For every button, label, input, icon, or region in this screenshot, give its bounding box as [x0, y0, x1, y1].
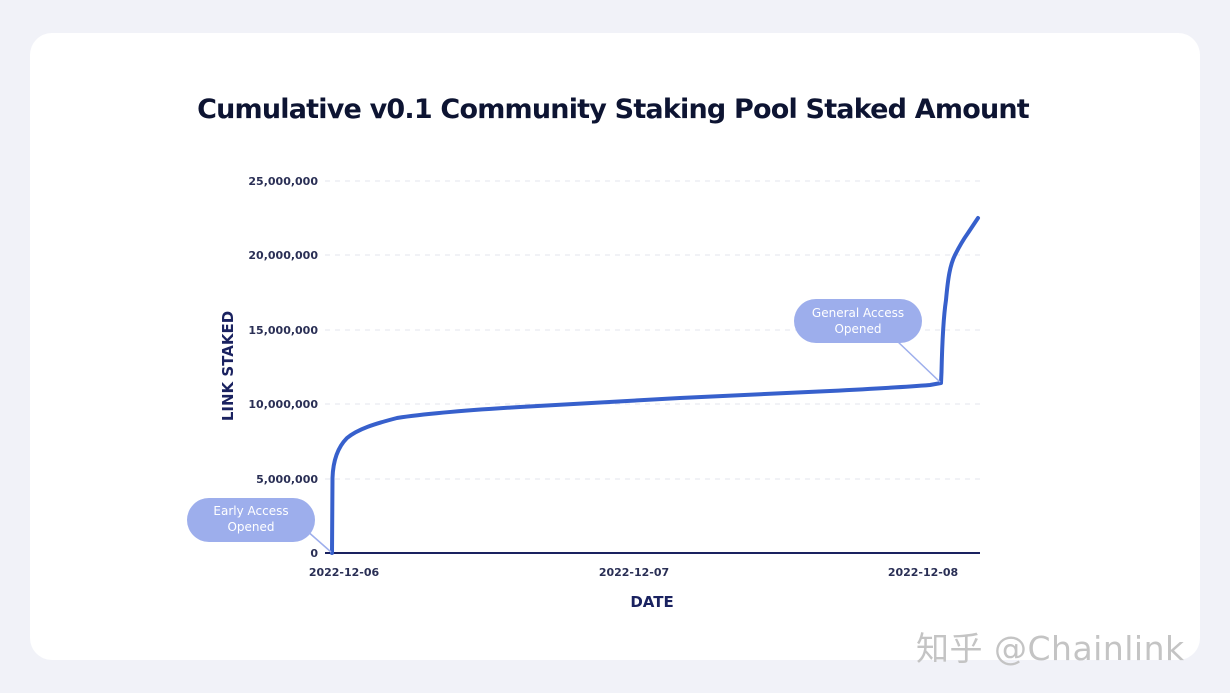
annotation-text-line2: Opened — [227, 520, 274, 534]
annotation-early-access: Early Access Opened — [187, 498, 332, 553]
annotation-bubble — [187, 498, 315, 542]
y-axis-label: LINK STAKED — [219, 311, 237, 421]
chart-card — [30, 33, 1200, 660]
chart-title: Cumulative v0.1 Community Staking Pool S… — [197, 94, 1030, 125]
staked-amount-line — [330, 216, 980, 555]
y-tick-20m: 20,000,000 — [248, 249, 318, 262]
x-tick-2022-12-06: 2022-12-06 — [309, 566, 380, 579]
x-axis-label: DATE — [630, 593, 673, 611]
annotation-text-line1: General Access — [812, 306, 904, 320]
annotation-bubble — [794, 299, 922, 343]
annotation-pointer — [895, 339, 941, 383]
x-axis-ticks: 2022-12-06 2022-12-07 2022-12-08 — [309, 566, 958, 579]
annotation-general-access: General Access Opened — [794, 299, 941, 383]
x-tick-2022-12-07: 2022-12-07 — [599, 566, 669, 579]
x-tick-2022-12-08: 2022-12-08 — [888, 566, 958, 579]
y-tick-5m: 5,000,000 — [256, 473, 318, 486]
y-tick-25m: 25,000,000 — [248, 175, 318, 188]
annotation-text-line1: Early Access — [213, 504, 288, 518]
y-tick-10m: 10,000,000 — [248, 398, 318, 411]
y-tick-15m: 15,000,000 — [248, 324, 318, 337]
y-axis-ticks: 0 5,000,000 10,000,000 15,000,000 20,000… — [248, 175, 318, 560]
y-tick-0: 0 — [310, 547, 318, 560]
annotation-text-line2: Opened — [834, 322, 881, 336]
watermark: 知乎 @Chainlink — [916, 629, 1185, 668]
